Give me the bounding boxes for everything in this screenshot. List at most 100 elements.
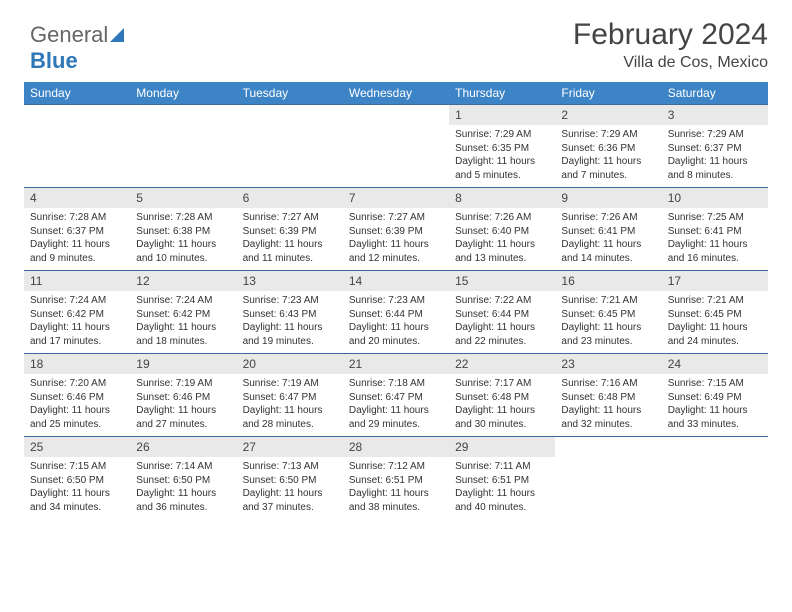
day-number: 19 [130,354,236,374]
calendar-day-cell: 15Sunrise: 7:22 AMSunset: 6:44 PMDayligh… [449,271,555,354]
calendar-day-cell: 5Sunrise: 7:28 AMSunset: 6:38 PMDaylight… [130,188,236,271]
day-details: Sunrise: 7:23 AMSunset: 6:43 PMDaylight:… [237,291,343,352]
location: Villa de Cos, Mexico [24,54,768,72]
calendar-day-cell: 3Sunrise: 7:29 AMSunset: 6:37 PMDaylight… [662,105,768,188]
calendar-day-cell: 6Sunrise: 7:27 AMSunset: 6:39 PMDaylight… [237,188,343,271]
day-number: 22 [449,354,555,374]
title-block: February 2024 Villa de Cos, Mexico [24,18,768,72]
day-details: Sunrise: 7:21 AMSunset: 6:45 PMDaylight:… [662,291,768,352]
day-details: Sunrise: 7:15 AMSunset: 6:49 PMDaylight:… [662,374,768,435]
calendar-table: SundayMondayTuesdayWednesdayThursdayFrid… [24,82,768,519]
calendar-day-cell: 4Sunrise: 7:28 AMSunset: 6:37 PMDaylight… [24,188,130,271]
day-number: 24 [662,354,768,374]
day-details: Sunrise: 7:27 AMSunset: 6:39 PMDaylight:… [237,208,343,269]
calendar-day-cell: 21Sunrise: 7:18 AMSunset: 6:47 PMDayligh… [343,354,449,437]
calendar-day-cell: 1Sunrise: 7:29 AMSunset: 6:35 PMDaylight… [449,105,555,188]
day-details: Sunrise: 7:24 AMSunset: 6:42 PMDaylight:… [24,291,130,352]
day-details: Sunrise: 7:26 AMSunset: 6:41 PMDaylight:… [555,208,661,269]
day-details: Sunrise: 7:29 AMSunset: 6:37 PMDaylight:… [662,125,768,186]
calendar-empty-cell [237,105,343,188]
calendar-body: 1Sunrise: 7:29 AMSunset: 6:35 PMDaylight… [24,105,768,520]
month-title: February 2024 [24,18,768,52]
calendar-day-cell: 12Sunrise: 7:24 AMSunset: 6:42 PMDayligh… [130,271,236,354]
weekday-header: Wednesday [343,82,449,105]
calendar-day-cell: 10Sunrise: 7:25 AMSunset: 6:41 PMDayligh… [662,188,768,271]
day-number: 9 [555,188,661,208]
day-details: Sunrise: 7:23 AMSunset: 6:44 PMDaylight:… [343,291,449,352]
day-details: Sunrise: 7:29 AMSunset: 6:35 PMDaylight:… [449,125,555,186]
calendar-week-row: 11Sunrise: 7:24 AMSunset: 6:42 PMDayligh… [24,271,768,354]
day-details: Sunrise: 7:28 AMSunset: 6:37 PMDaylight:… [24,208,130,269]
calendar-week-row: 1Sunrise: 7:29 AMSunset: 6:35 PMDaylight… [24,105,768,188]
calendar-empty-cell [24,105,130,188]
calendar-day-cell: 8Sunrise: 7:26 AMSunset: 6:40 PMDaylight… [449,188,555,271]
day-details: Sunrise: 7:27 AMSunset: 6:39 PMDaylight:… [343,208,449,269]
day-number: 11 [24,271,130,291]
day-number: 1 [449,105,555,125]
calendar-week-row: 4Sunrise: 7:28 AMSunset: 6:37 PMDaylight… [24,188,768,271]
day-number: 12 [130,271,236,291]
day-details: Sunrise: 7:26 AMSunset: 6:40 PMDaylight:… [449,208,555,269]
day-number: 20 [237,354,343,374]
day-details: Sunrise: 7:11 AMSunset: 6:51 PMDaylight:… [449,457,555,518]
calendar-day-cell: 28Sunrise: 7:12 AMSunset: 6:51 PMDayligh… [343,437,449,520]
day-details: Sunrise: 7:24 AMSunset: 6:42 PMDaylight:… [130,291,236,352]
day-details: Sunrise: 7:19 AMSunset: 6:46 PMDaylight:… [130,374,236,435]
weekday-header: Sunday [24,82,130,105]
day-number: 21 [343,354,449,374]
day-details: Sunrise: 7:13 AMSunset: 6:50 PMDaylight:… [237,457,343,518]
day-details: Sunrise: 7:28 AMSunset: 6:38 PMDaylight:… [130,208,236,269]
day-details: Sunrise: 7:22 AMSunset: 6:44 PMDaylight:… [449,291,555,352]
day-number: 13 [237,271,343,291]
weekday-header: Friday [555,82,661,105]
day-number: 26 [130,437,236,457]
day-number: 25 [24,437,130,457]
day-details: Sunrise: 7:16 AMSunset: 6:48 PMDaylight:… [555,374,661,435]
calendar-empty-cell [343,105,449,188]
brand-logo: General Blue [30,22,124,74]
calendar-week-row: 25Sunrise: 7:15 AMSunset: 6:50 PMDayligh… [24,437,768,520]
calendar-day-cell: 20Sunrise: 7:19 AMSunset: 6:47 PMDayligh… [237,354,343,437]
calendar-day-cell: 19Sunrise: 7:19 AMSunset: 6:46 PMDayligh… [130,354,236,437]
calendar-day-cell: 24Sunrise: 7:15 AMSunset: 6:49 PMDayligh… [662,354,768,437]
day-number: 23 [555,354,661,374]
calendar-empty-cell [130,105,236,188]
calendar-day-cell: 9Sunrise: 7:26 AMSunset: 6:41 PMDaylight… [555,188,661,271]
weekday-header: Tuesday [237,82,343,105]
day-number: 28 [343,437,449,457]
day-details: Sunrise: 7:12 AMSunset: 6:51 PMDaylight:… [343,457,449,518]
day-details: Sunrise: 7:15 AMSunset: 6:50 PMDaylight:… [24,457,130,518]
calendar-day-cell: 26Sunrise: 7:14 AMSunset: 6:50 PMDayligh… [130,437,236,520]
day-details: Sunrise: 7:14 AMSunset: 6:50 PMDaylight:… [130,457,236,518]
day-number: 6 [237,188,343,208]
weekday-header: Saturday [662,82,768,105]
calendar-day-cell: 11Sunrise: 7:24 AMSunset: 6:42 PMDayligh… [24,271,130,354]
calendar-empty-cell [662,437,768,520]
day-number: 7 [343,188,449,208]
calendar-day-cell: 14Sunrise: 7:23 AMSunset: 6:44 PMDayligh… [343,271,449,354]
calendar-day-cell: 22Sunrise: 7:17 AMSunset: 6:48 PMDayligh… [449,354,555,437]
day-number: 5 [130,188,236,208]
day-number: 15 [449,271,555,291]
calendar-day-cell: 17Sunrise: 7:21 AMSunset: 6:45 PMDayligh… [662,271,768,354]
calendar-day-cell: 25Sunrise: 7:15 AMSunset: 6:50 PMDayligh… [24,437,130,520]
calendar-week-row: 18Sunrise: 7:20 AMSunset: 6:46 PMDayligh… [24,354,768,437]
logo-text-1: General [30,22,108,47]
calendar-day-cell: 7Sunrise: 7:27 AMSunset: 6:39 PMDaylight… [343,188,449,271]
calendar-day-cell: 29Sunrise: 7:11 AMSunset: 6:51 PMDayligh… [449,437,555,520]
weekday-header: Thursday [449,82,555,105]
day-number: 8 [449,188,555,208]
day-number: 18 [24,354,130,374]
day-details: Sunrise: 7:29 AMSunset: 6:36 PMDaylight:… [555,125,661,186]
logo-triangle-icon [110,28,124,42]
day-number: 16 [555,271,661,291]
day-number: 14 [343,271,449,291]
day-number: 29 [449,437,555,457]
weekday-header-row: SundayMondayTuesdayWednesdayThursdayFrid… [24,82,768,105]
day-details: Sunrise: 7:20 AMSunset: 6:46 PMDaylight:… [24,374,130,435]
calendar-day-cell: 18Sunrise: 7:20 AMSunset: 6:46 PMDayligh… [24,354,130,437]
calendar-day-cell: 27Sunrise: 7:13 AMSunset: 6:50 PMDayligh… [237,437,343,520]
calendar-day-cell: 16Sunrise: 7:21 AMSunset: 6:45 PMDayligh… [555,271,661,354]
calendar-empty-cell [555,437,661,520]
day-number: 10 [662,188,768,208]
